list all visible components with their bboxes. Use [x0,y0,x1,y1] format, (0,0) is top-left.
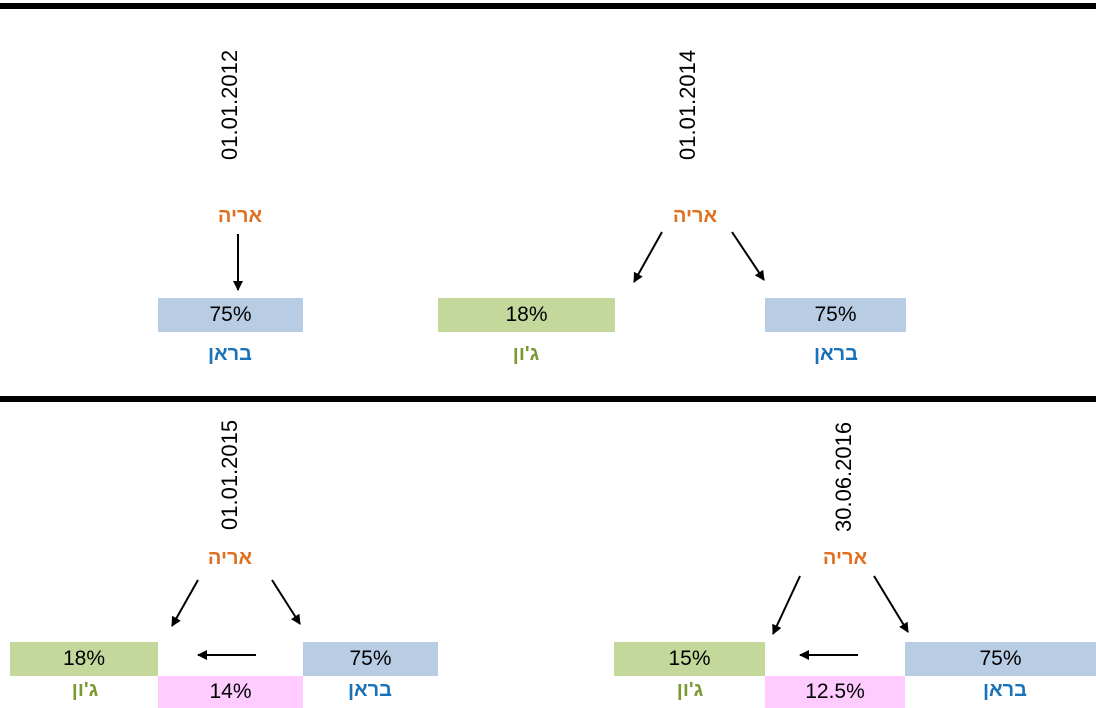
panel3-john-label: ג'ון [71,679,99,701]
panel4-arrow-owner-to-john [772,575,801,635]
panel3-owner-label: אריה [207,547,253,569]
panel3-arrow-owner-to-braun [271,579,301,625]
panel3-john-box: 18% [10,642,158,676]
panel2-arrow-owner-to-john [633,231,663,283]
panel1-braun-box: 75% [158,298,303,332]
panel4-arrow-owner-to-braun [873,575,909,633]
panel1-owner-label: אריה [217,205,263,227]
panel4-john-label: ג'ון [676,679,704,701]
panel2-arrow-owner-to-braun [731,231,765,281]
panel2-braun-box: 75% [765,298,906,332]
panel4-cross-box: 12.5% [765,676,905,708]
panel3-arrow-owner-to-john [171,579,199,627]
panel4-owner-label: אריה [822,547,868,569]
panel3-cross-box: 14% [158,676,303,708]
panel2-john-label: ג'ון [512,343,540,365]
panel4-braun-box: 75% [905,642,1096,676]
panel3-braun-box: 75% [303,642,438,676]
panel2-owner-label: אריה [672,205,718,227]
panel4-braun-label: בראן [982,679,1027,701]
panel3-braun-label: בראן [347,679,392,701]
panel1-braun-label: בראן [207,343,252,365]
panel2-john-box: 18% [438,298,615,332]
panel2-braun-label: בראן [813,343,858,365]
top-divider [0,3,1096,9]
panel4-john-box: 15% [614,642,765,676]
middle-divider [0,396,1096,402]
